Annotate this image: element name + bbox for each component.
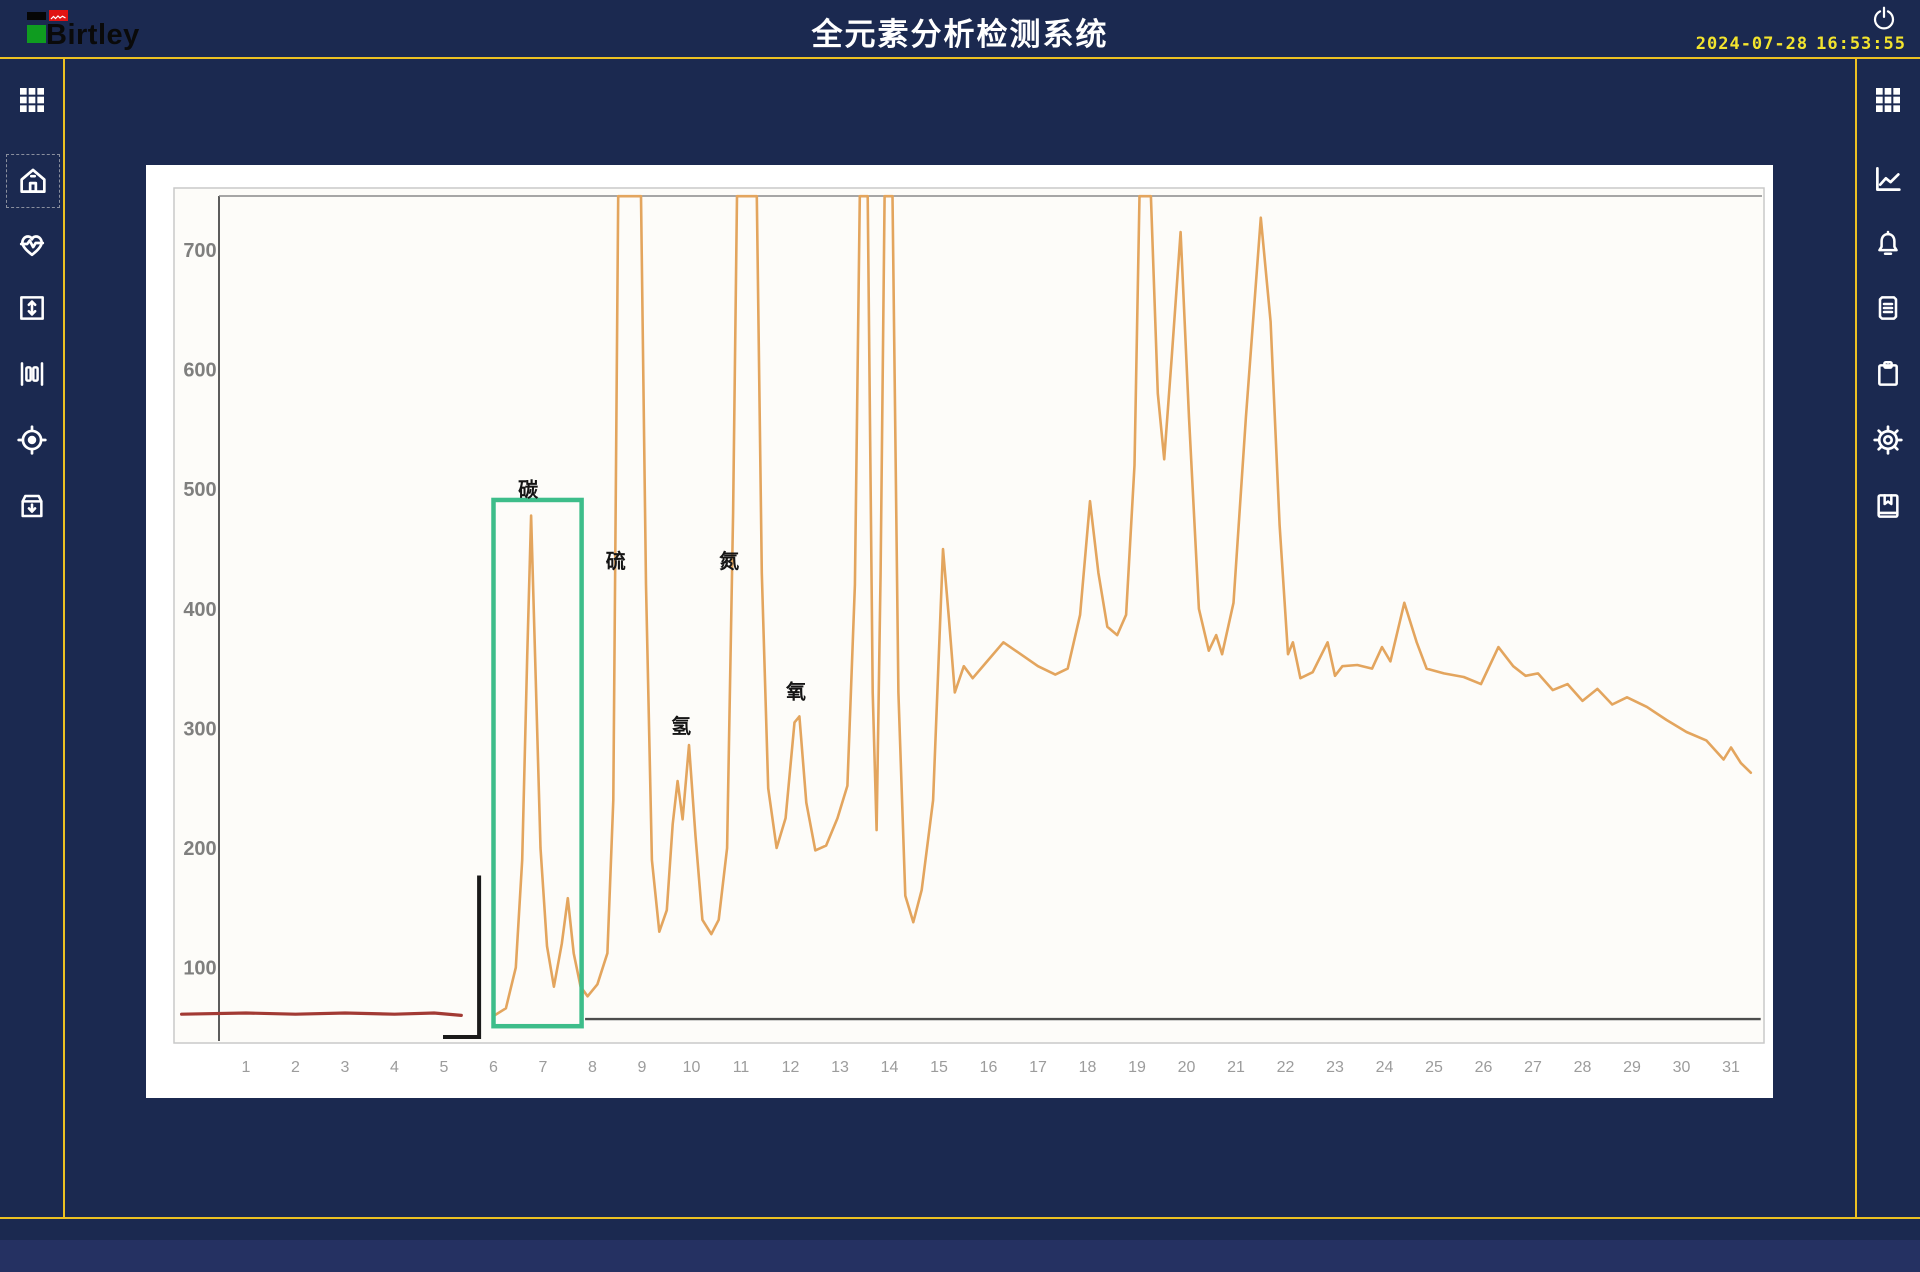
scan-area: [173, 187, 1765, 1044]
date-text: 2024-07-28: [1695, 34, 1809, 54]
x-tick-label: 13: [831, 1059, 849, 1076]
sidebar-item-settings[interactable]: [1862, 414, 1914, 466]
carbon-highlight-box: [491, 497, 584, 1029]
x-tick-label: 8: [588, 1059, 597, 1076]
sidebar-item-alarms[interactable]: [1862, 218, 1914, 270]
settings-gear-icon: [1873, 425, 1903, 455]
trend-chart-icon: [1876, 167, 1901, 191]
element-label: 碳: [518, 477, 539, 501]
sidebar-item-report[interactable]: [1862, 282, 1914, 334]
x-tick-label: 22: [1277, 1059, 1295, 1076]
footer-divider-line: [0, 1217, 1920, 1219]
sidebar-item-trend[interactable]: [1862, 153, 1914, 205]
element-label: 氢: [671, 714, 691, 738]
logo-black-block: [27, 12, 46, 20]
logo-red-block: [49, 10, 68, 21]
x-tick-label: 12: [782, 1059, 800, 1076]
power-button[interactable]: [1870, 4, 1898, 32]
trace-start-baseline: [179, 1011, 463, 1018]
x-tick-label: 31: [1722, 1059, 1740, 1076]
page-title: 全元素分析检测系统: [811, 17, 1109, 52]
x-tick-label: 24: [1376, 1059, 1394, 1076]
annotation-layer: 碳硫氢 氮氧: [443, 477, 806, 1039]
apps-grid-icon: [20, 88, 44, 112]
sidebar-item-columns[interactable]: [6, 348, 58, 400]
report-document-icon: [1878, 296, 1898, 320]
column-bars-icon: [20, 362, 44, 386]
sidebar-item-locate[interactable]: [6, 414, 58, 466]
brand-logo: Birtley: [27, 10, 207, 51]
y-tick-label: 300: [183, 718, 216, 740]
sidebar-item-clipboard[interactable]: [1862, 348, 1914, 400]
y-tick-label: 500: [183, 479, 216, 501]
sidebar-item-apps-right[interactable]: [1862, 74, 1914, 126]
trace-layer: [179, 194, 1761, 1021]
home-icon: [20, 168, 46, 193]
trace-signal: [493, 194, 1753, 1017]
sidebar-item-range[interactable]: [6, 282, 58, 334]
apps-grid-icon: [1876, 88, 1900, 112]
power-icon: [1873, 6, 1895, 30]
left-sidebar-divider: [63, 59, 65, 1217]
vertical-range-icon: [20, 296, 44, 320]
sidebar-item-manual[interactable]: [1862, 480, 1914, 532]
x-tick-label: 26: [1475, 1059, 1493, 1076]
x-tick-label: 17: [1029, 1059, 1047, 1076]
header-divider-line: [0, 57, 1920, 59]
bookmark-book-icon: [1877, 494, 1899, 518]
sidebar-item-health[interactable]: [6, 218, 58, 270]
x-tick-label: 11: [733, 1059, 750, 1076]
x-tick-label: 14: [881, 1059, 899, 1076]
x-tick-label: 18: [1079, 1059, 1097, 1076]
x-tick-label: 1: [242, 1059, 251, 1076]
target-locate-icon: [17, 425, 47, 455]
footer-strip: [0, 1240, 1920, 1272]
y-tick-label: 100: [183, 958, 216, 980]
x-tick-label: 2: [291, 1059, 300, 1076]
x-tick-label: 7: [539, 1059, 548, 1076]
x-tick-label: 10: [683, 1059, 701, 1076]
x-tick-label: 6: [489, 1059, 498, 1076]
element-label: 氧: [785, 680, 806, 704]
x-tick-label: 27: [1524, 1059, 1542, 1076]
x-tick-label: 23: [1326, 1059, 1344, 1076]
datetime-display: 2024-07-28 16:53:55: [1696, 34, 1906, 54]
sidebar-item-home[interactable]: [6, 154, 60, 208]
x-tick-label: 16: [980, 1059, 998, 1076]
element-label: 氮: [719, 549, 739, 573]
x-tick-label: 29: [1623, 1059, 1641, 1076]
x-tick-label: 15: [930, 1059, 948, 1076]
y-tick-label: 600: [183, 360, 216, 382]
x-tick-label: 28: [1574, 1059, 1592, 1076]
clipboard-icon: [1878, 361, 1898, 386]
sidebar-item-apps[interactable]: [6, 74, 58, 126]
y-tick-label: 200: [183, 838, 216, 860]
header-bar: Birtley 全元素分析检测系统 2024-07-28 16:53:55: [0, 0, 1920, 57]
x-tick-label: 21: [1227, 1059, 1245, 1076]
y-tick-label: 700: [183, 240, 216, 262]
x-tick-label: 19: [1128, 1059, 1146, 1076]
x-tick-label: 25: [1425, 1059, 1443, 1076]
x-tick-label: 30: [1673, 1059, 1691, 1076]
integration-bracket: [443, 875, 482, 1039]
y-tick-label: 400: [183, 599, 216, 621]
x-tick-label: 5: [440, 1059, 449, 1076]
x-tick-label: 4: [390, 1059, 399, 1076]
x-tick-label: 9: [638, 1059, 647, 1076]
right-sidebar-divider: [1855, 59, 1857, 1217]
sidebar-item-archive[interactable]: [6, 480, 58, 532]
x-tick-label: 20: [1178, 1059, 1196, 1076]
chart-panel: 碳硫氢氮氧 700 600 500 400 300 200 100 1 2 3 4 5 6 7 8 9 10 11…: [146, 165, 1773, 1098]
logo-zigzag: [50, 15, 66, 20]
x-tick-label: 3: [341, 1059, 350, 1076]
brand-name: Birtley: [46, 19, 140, 51]
time-text: 16:53:55: [1816, 34, 1906, 54]
heartbeat-monitor-icon: [19, 235, 45, 257]
archive-download-icon: [21, 494, 43, 518]
alarm-bell-icon: [1878, 230, 1898, 255]
element-label: 硫: [606, 549, 626, 573]
logo-green-block: [27, 25, 46, 43]
